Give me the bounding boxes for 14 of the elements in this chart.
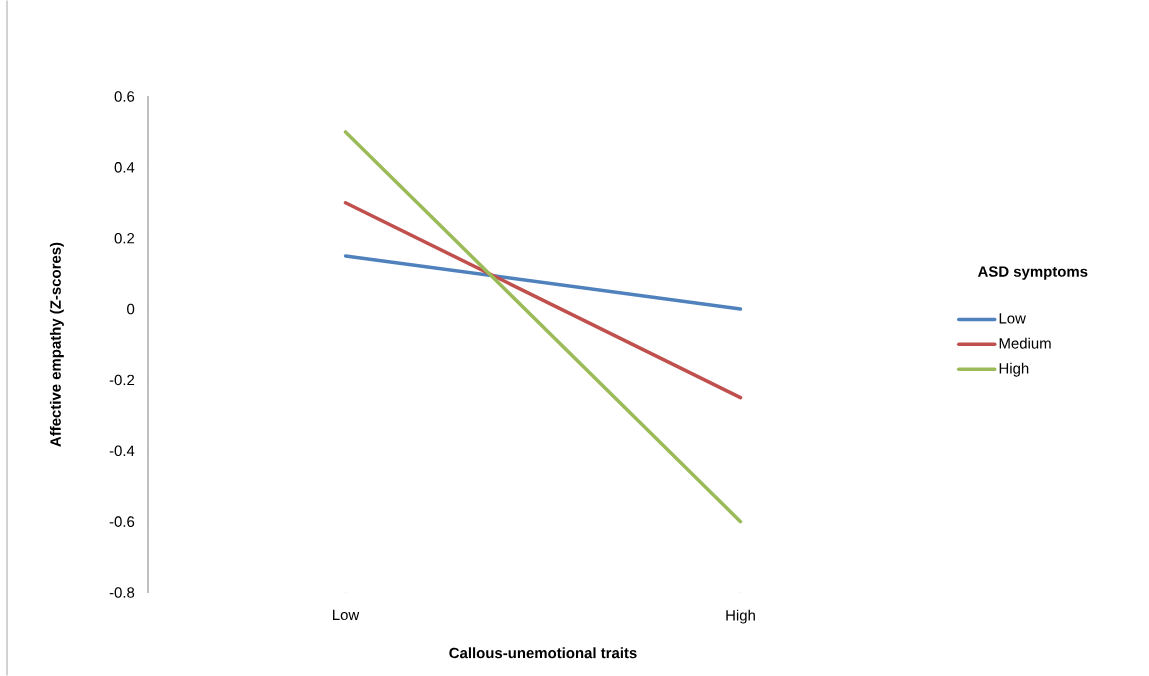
y-tick-label: -0.2 — [109, 374, 135, 386]
legend-label: Medium — [999, 337, 1051, 349]
legend-title: ASD symptoms — [977, 266, 1088, 280]
y-axis-title: Affective empathy (Z-scores) — [49, 242, 64, 447]
y-tick-label: -0.6 — [109, 516, 135, 527]
legend-label: High — [999, 362, 1029, 377]
x-axis-title: Callous-unemotional traits — [449, 647, 637, 659]
y-tick-label: -0.8 — [109, 587, 135, 598]
y-tick-label: -0.4 — [109, 445, 135, 457]
legend-label: Low — [999, 313, 1026, 324]
y-tick-label: 0 — [127, 303, 135, 315]
y-tick-label: 0.6 — [114, 91, 135, 102]
y-tick-label: 0.2 — [114, 232, 135, 244]
y-tick-label: 0.4 — [114, 162, 135, 173]
